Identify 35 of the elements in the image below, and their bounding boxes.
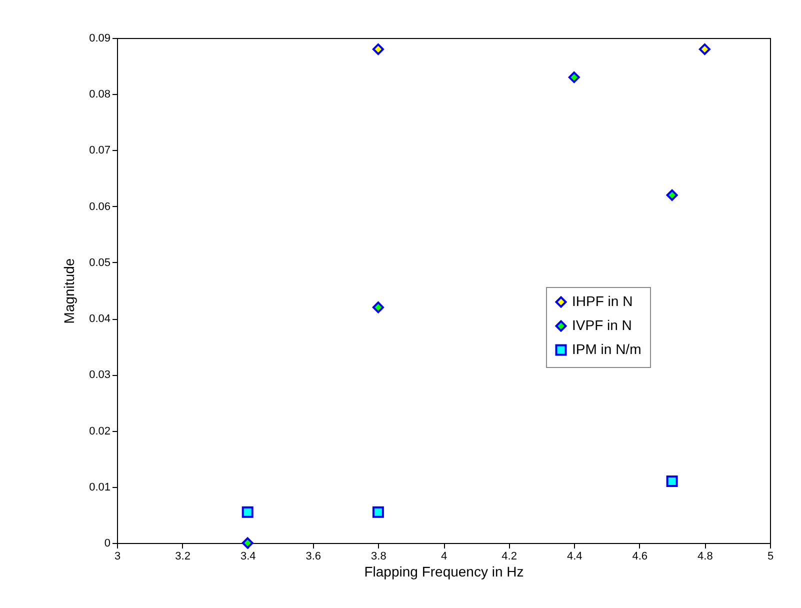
point	[698, 43, 710, 55]
x-tick-label: 4.6	[632, 550, 648, 562]
y-tick-label: 0.09	[89, 32, 110, 44]
y-tick-label: 0.02	[89, 425, 110, 438]
legend-label: IPM in N/m	[572, 341, 642, 357]
y-tick-label: 0.07	[89, 144, 110, 157]
x-tick-label: 5	[767, 550, 774, 562]
point	[568, 72, 580, 84]
y-tick-label: 0.08	[89, 88, 110, 101]
x-tick-label: 3.6	[306, 550, 322, 562]
point	[242, 506, 254, 518]
point	[372, 302, 384, 314]
point	[372, 506, 384, 518]
legend-label: IVPF in N	[572, 317, 632, 333]
y-tick-label: 0.01	[89, 481, 110, 494]
x-axis-title: Flapping Frequency in Hz	[364, 564, 524, 580]
y-axis-title: Magnitude	[61, 258, 78, 324]
point	[372, 43, 384, 55]
x-tick-label: 4.2	[502, 550, 517, 562]
point	[666, 189, 678, 201]
x-tick-label: 4.4	[566, 550, 582, 562]
x-tick-label: 3.8	[371, 550, 386, 562]
x-tick-label: 4	[440, 550, 448, 562]
point	[666, 476, 678, 488]
y-tick-label: 0.06	[89, 200, 110, 213]
x-tick-label: 3	[114, 550, 121, 562]
y-tick-label: 0	[104, 538, 110, 550]
x-tick-label: 4.8	[698, 550, 713, 562]
y-tick-label: 0.03	[89, 369, 110, 382]
y-tick-label: 0.04	[89, 313, 110, 326]
legend-label: IHPF in N	[572, 293, 633, 309]
y-tick-label: 0.05	[89, 256, 110, 269]
point	[242, 537, 254, 549]
x-tick-label: 3.2	[175, 550, 190, 562]
x-tick-label: 3.4	[240, 550, 256, 562]
